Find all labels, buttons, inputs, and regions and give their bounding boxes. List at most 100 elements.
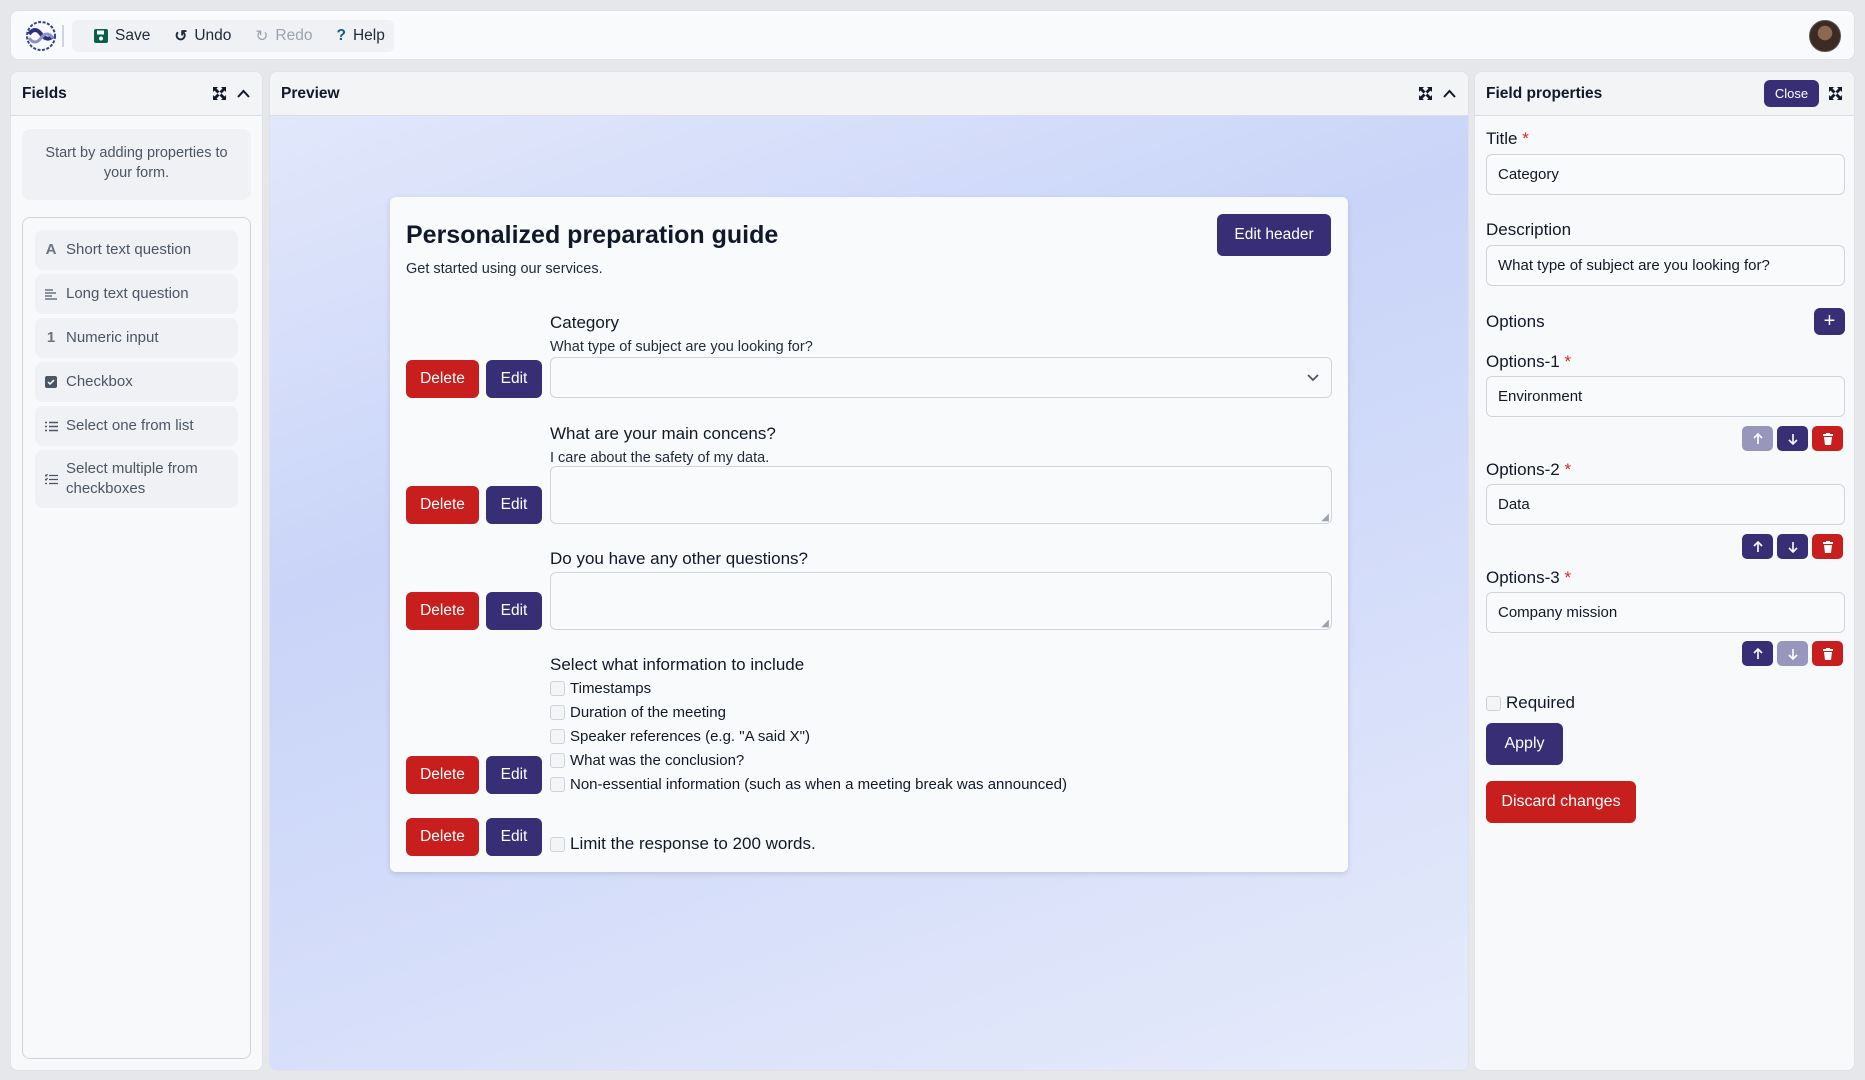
move-up-button[interactable] [1742, 641, 1773, 666]
undo-button[interactable]: ↺ Undo [162, 20, 243, 52]
arrow-down-icon [1787, 541, 1798, 553]
limit-words-checkbox[interactable]: Limit the response to 200 words. [550, 834, 816, 854]
other-questions-textarea[interactable]: ◢ [550, 572, 1332, 630]
panel-title: Preview [281, 84, 340, 102]
save-button[interactable]: Save [82, 20, 162, 52]
discard-changes-button[interactable]: Discard changes [1486, 781, 1636, 823]
help-icon: ? [336, 27, 346, 44]
checkbox-option[interactable]: Speaker references (e.g. "A said X") [550, 728, 810, 745]
move-up-button[interactable] [1742, 426, 1773, 451]
add-option-button[interactable]: + [1814, 308, 1845, 335]
delete-button[interactable]: Delete [406, 756, 479, 794]
concerns-textarea[interactable]: ◢ [550, 466, 1332, 524]
label-text: Options-3 [1486, 568, 1560, 587]
field-type-label: Numeric input [66, 329, 159, 346]
checkbox-option[interactable]: What was the conclusion? [550, 752, 744, 769]
field-type-short-text[interactable]: A Short text question [35, 230, 238, 270]
field-type-numeric[interactable]: 1 Numeric input [35, 318, 238, 358]
field-type-long-text[interactable]: Long text question [35, 274, 238, 314]
checkbox[interactable] [550, 753, 565, 768]
redo-icon: ↻ [255, 27, 269, 45]
delete-button[interactable]: Delete [406, 592, 479, 630]
move-down-button[interactable] [1777, 641, 1808, 666]
delete-option-button[interactable] [1812, 426, 1843, 451]
apply-button[interactable]: Apply [1486, 723, 1563, 765]
edit-button[interactable]: Edit [486, 818, 542, 856]
field-type-select-multiple[interactable]: Select multiple from checkboxes [35, 450, 238, 508]
move-up-button[interactable] [1742, 534, 1773, 559]
category-select[interactable] [550, 357, 1332, 398]
checkbox-option[interactable]: Non-essential information (such as when … [550, 776, 1067, 793]
delete-option-button[interactable] [1812, 534, 1843, 559]
checkbox[interactable] [550, 705, 565, 720]
save-label: Save [115, 27, 151, 44]
move-down-button[interactable] [1777, 426, 1808, 451]
option-input[interactable]: Environment [1486, 376, 1845, 417]
expand-icon[interactable] [1417, 86, 1433, 102]
undo-label: Undo [194, 27, 232, 44]
trash-icon [1822, 432, 1833, 445]
expand-icon[interactable] [1827, 86, 1843, 102]
edit-button[interactable]: Edit [486, 486, 542, 524]
checkbox[interactable] [550, 836, 565, 852]
close-button[interactable]: Close [1764, 80, 1819, 107]
delete-button[interactable]: Delete [406, 486, 479, 524]
resize-handle-icon[interactable]: ◢ [1321, 618, 1329, 629]
panel-title: Fields [22, 84, 67, 102]
option-label: Non-essential information (such as when … [570, 776, 1067, 793]
description-input[interactable]: What type of subject are you looking for… [1486, 245, 1845, 286]
arrow-down-icon [1787, 433, 1798, 445]
collapse-chevron-up-icon[interactable] [235, 86, 251, 102]
checkbox[interactable] [1486, 695, 1501, 711]
delete-button[interactable]: Delete [406, 360, 479, 398]
title-input[interactable]: Category [1486, 154, 1845, 195]
help-button[interactable]: ? Help [324, 20, 396, 52]
avatar[interactable] [1809, 20, 1841, 52]
edit-header-button[interactable]: Edit header [1217, 214, 1331, 256]
checkbox[interactable] [550, 681, 565, 696]
form-title: Personalized preparation guide [406, 221, 779, 249]
fields-panel-header: Fields [11, 72, 262, 116]
checkbox-label: Required [1506, 693, 1575, 712]
option-label: Timestamps [570, 680, 652, 697]
expand-icon[interactable] [211, 86, 227, 102]
option-input[interactable]: Data [1486, 484, 1845, 525]
checkbox-option[interactable]: Duration of the meeting [550, 704, 726, 721]
option-label: Options-1 * [1486, 352, 1571, 372]
trash-icon [1822, 647, 1833, 660]
required-asterisk: * [1522, 129, 1529, 148]
question-label: Do you have any other questions? [550, 549, 809, 568]
delete-option-button[interactable] [1812, 641, 1843, 666]
properties-panel-header: Field properties Close [1475, 72, 1854, 116]
question-label: Category [550, 313, 619, 332]
fields-panel: Fields Start by adding properties to you… [10, 71, 263, 1071]
edit-button[interactable]: Edit [486, 592, 542, 630]
field-type-label: Checkbox [66, 373, 133, 390]
move-down-button[interactable] [1777, 534, 1808, 559]
option-label: Options-2 * [1486, 460, 1571, 480]
field-type-label: Short text question [66, 241, 192, 258]
collapse-chevron-up-icon[interactable] [1441, 86, 1457, 102]
option-input[interactable]: Company mission [1486, 592, 1845, 633]
options-label: Options [1486, 312, 1545, 331]
resize-handle-icon[interactable]: ◢ [1321, 512, 1329, 523]
question-label: What are your main concens? [550, 424, 776, 443]
required-checkbox[interactable]: Required [1486, 693, 1575, 713]
edit-button[interactable]: Edit [486, 756, 542, 794]
field-type-select-one[interactable]: Select one from list [35, 406, 238, 446]
top-toolbar: Save ↺ Undo ↻ Redo ? Help [10, 10, 1855, 60]
label-text: Options-1 [1486, 352, 1560, 371]
checkbox[interactable] [550, 729, 565, 744]
delete-button[interactable]: Delete [406, 818, 479, 856]
edit-button[interactable]: Edit [486, 360, 542, 398]
required-asterisk: * [1564, 568, 1572, 587]
field-type-checkbox[interactable]: Checkbox [35, 362, 238, 402]
arrow-down-icon [1787, 648, 1798, 660]
redo-button[interactable]: ↻ Redo [243, 20, 324, 52]
option-label: Duration of the meeting [570, 704, 726, 721]
help-label: Help [352, 27, 385, 44]
form-subtitle: Get started using our services. [406, 261, 603, 277]
checkbox[interactable] [550, 777, 565, 792]
checkbox-option[interactable]: Timestamps [550, 680, 651, 697]
field-types-list: A Short text question Long text question … [22, 217, 251, 1059]
